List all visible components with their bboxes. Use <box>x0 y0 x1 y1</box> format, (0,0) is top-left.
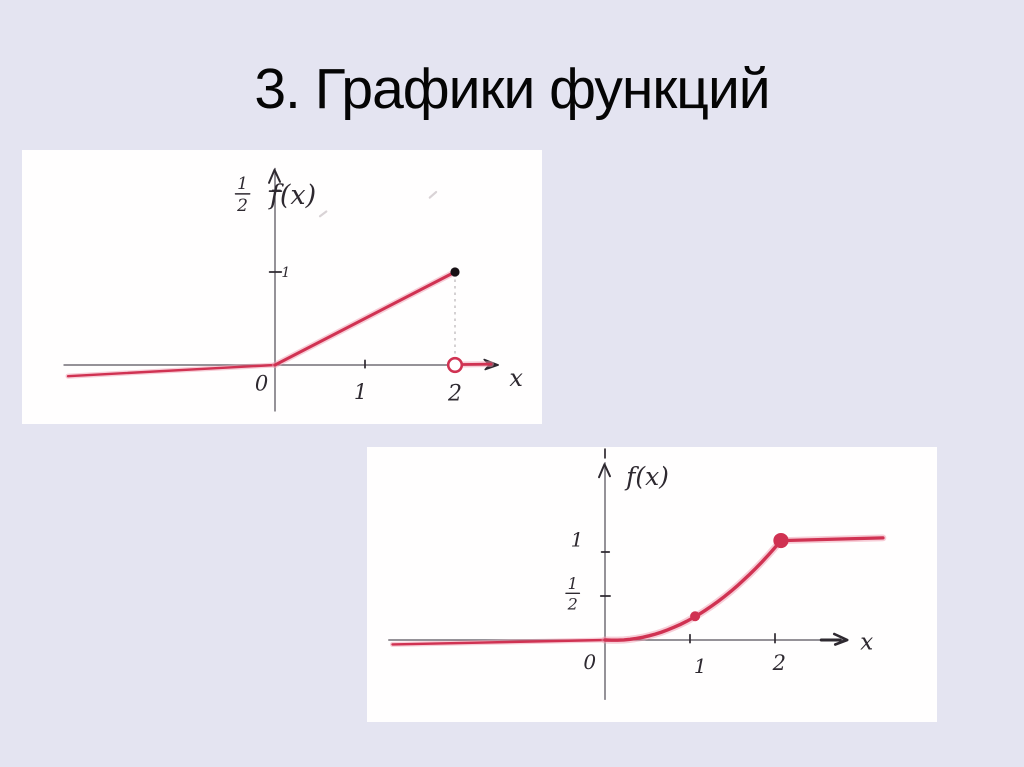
svg-text:2: 2 <box>447 381 462 406</box>
svg-text:1: 1 <box>694 654 707 678</box>
slide-title: 3. Графики функций <box>254 57 770 121</box>
graph-panel-bottom: f(x) 1 1 2 0 1 2 x <box>367 447 937 722</box>
svg-text:x: x <box>509 364 523 392</box>
svg-text:0: 0 <box>583 650 596 674</box>
graph-panel-top: f(x) 1 2 1 0 1 2 x <box>22 150 542 424</box>
svg-text:2: 2 <box>772 651 786 675</box>
svg-text:1: 1 <box>354 380 367 404</box>
smooth-curve-graph: f(x) 1 1 2 0 1 2 x <box>388 448 887 700</box>
svg-text:0: 0 <box>255 372 268 396</box>
svg-text:1: 1 <box>568 574 578 593</box>
svg-text:f(x): f(x) <box>268 180 316 211</box>
svg-text:x: x <box>860 630 873 656</box>
svg-text:1: 1 <box>281 265 290 281</box>
svg-text:f(x): f(x) <box>624 462 669 491</box>
svg-text:1: 1 <box>237 174 248 194</box>
svg-text:2: 2 <box>567 595 578 614</box>
svg-text:2: 2 <box>236 196 248 216</box>
svg-text:1: 1 <box>571 527 584 551</box>
